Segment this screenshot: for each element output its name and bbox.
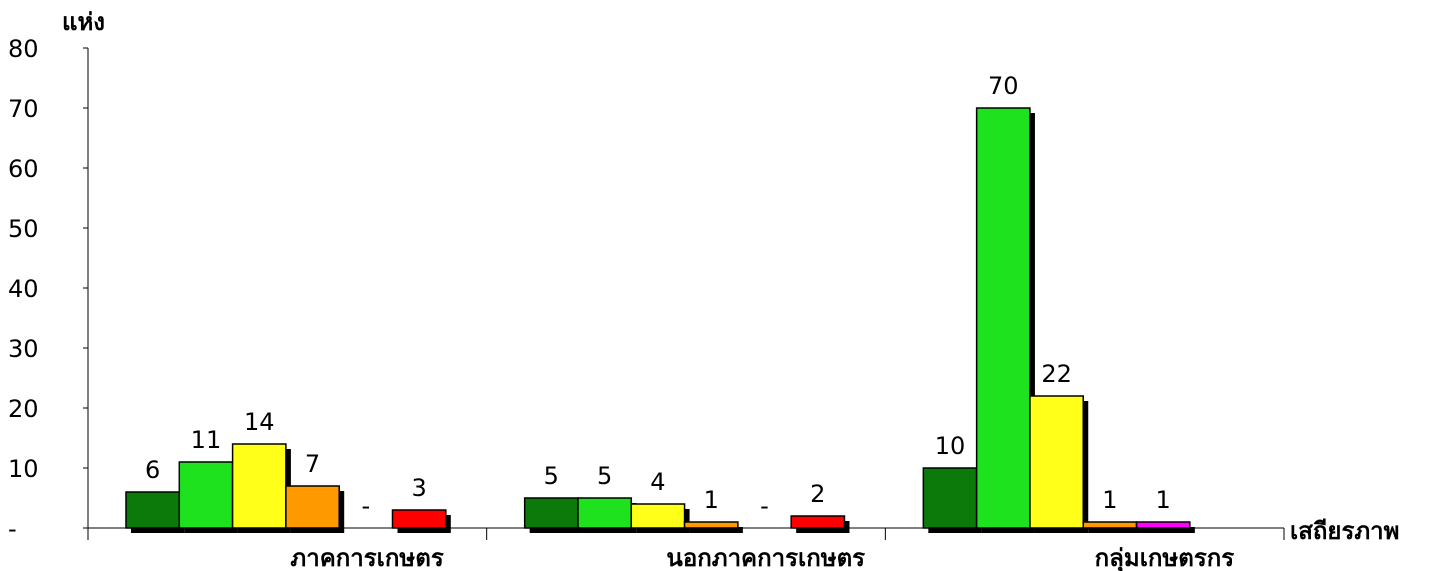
- bar: [231, 443, 287, 529]
- x-ticks: [87, 528, 1285, 540]
- bar: [1135, 521, 1191, 529]
- bar: [922, 467, 978, 529]
- y-tick-label: 10: [8, 455, 39, 483]
- bar: [391, 509, 447, 529]
- data-label: -: [760, 492, 769, 520]
- bar: [125, 491, 181, 529]
- data-label: 14: [244, 408, 275, 436]
- bar: [683, 521, 739, 529]
- data-label: 2: [810, 480, 825, 508]
- data-label: -: [362, 492, 371, 520]
- data-label: 1: [704, 486, 719, 514]
- data-label: 5: [597, 462, 612, 490]
- y-tick-label: 70: [8, 95, 39, 123]
- category-label: นอกภาคการเกษตร: [666, 544, 865, 571]
- y-tick-label: 40: [8, 275, 39, 303]
- category-label: กลุ่มเกษตรกร: [1095, 544, 1235, 571]
- bar: [1029, 395, 1084, 529]
- data-label: 5: [544, 462, 559, 490]
- data-label: 11: [191, 426, 222, 454]
- y-tick-label: 80: [8, 35, 39, 63]
- bar: [577, 497, 633, 529]
- data-label: 1: [1102, 486, 1117, 514]
- y-axis-title: แห่ง: [62, 8, 105, 36]
- data-label: 10: [935, 432, 966, 460]
- bar: [630, 503, 686, 529]
- data-label: 4: [650, 468, 665, 496]
- y-tick-label: -: [8, 515, 17, 543]
- bar: [975, 107, 1031, 529]
- y-tick-label: 30: [8, 335, 39, 363]
- data-label: 3: [412, 474, 427, 502]
- y-tick-label: 50: [8, 215, 39, 243]
- bar-shadow: [689, 527, 743, 533]
- y-tick-label: 20: [8, 395, 39, 423]
- data-label: 6: [145, 456, 160, 484]
- category-labels: ภาคการเกษตร นอกภาคการเกษตร กลุ่มเกษตรกร: [290, 544, 1234, 571]
- bar: [790, 515, 846, 529]
- y-tick-label: 60: [8, 155, 39, 183]
- bar: [1082, 521, 1138, 529]
- bar: [285, 485, 340, 529]
- y-ticks: - 10 20 30 40 50 60 70 80: [8, 35, 88, 543]
- data-label: 1: [1156, 486, 1171, 514]
- data-label: 70: [988, 72, 1019, 100]
- data-label: 22: [1041, 360, 1072, 388]
- bar-shadow: [1141, 527, 1195, 533]
- bar: [523, 497, 579, 529]
- bar: [178, 461, 234, 529]
- bars: [125, 107, 1195, 533]
- category-label: ภาคการเกษตร: [290, 544, 443, 571]
- bar-shadow: [1088, 527, 1142, 533]
- data-label: 7: [305, 450, 320, 478]
- x-axis-title: เสถียรภาพ: [1290, 517, 1399, 545]
